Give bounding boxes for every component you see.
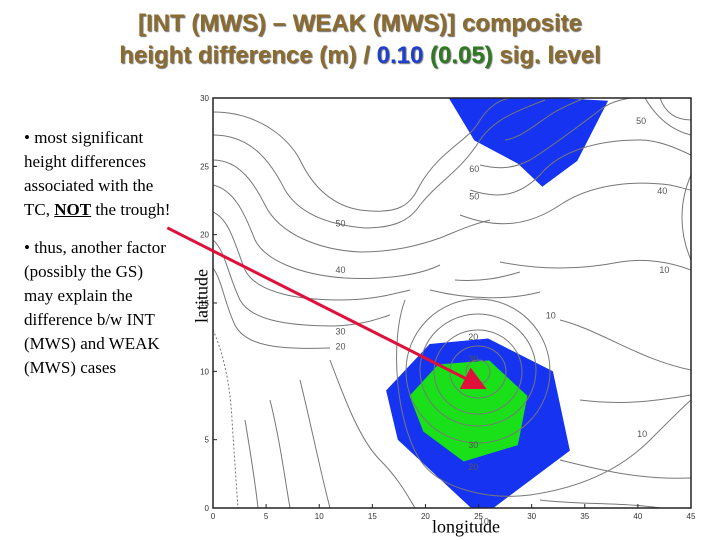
y-tick-label: 10 <box>200 367 209 376</box>
contour-line <box>213 239 391 327</box>
contour-line <box>213 99 546 229</box>
contour-label: 60 <box>469 164 479 174</box>
contour-label: 10 <box>546 310 556 320</box>
y-tick-label: 15 <box>200 299 209 308</box>
bullet-text: the trough! <box>91 200 171 219</box>
y-axis-ticks: 0 5 10 15 20 25 30 <box>200 94 217 513</box>
x-tick-label: 40 <box>633 512 642 521</box>
title-line-2: height difference (m) / 0.10 (0.05) sig.… <box>0 40 720 72</box>
contour-label: 10 <box>637 429 647 439</box>
x-tick-label: 35 <box>580 512 589 521</box>
contour-label: 20 <box>335 342 345 352</box>
chart-title: [INT (MWS) – WEAK (MWS)] composite heigh… <box>0 8 720 72</box>
contour-line <box>213 329 239 508</box>
contour-line <box>429 289 541 299</box>
x-axis-ticks: 0 5 10 15 20 25 30 35 40 45 <box>211 504 696 521</box>
contour-line <box>405 298 551 444</box>
x-tick-label: 0 <box>211 512 216 521</box>
bullet-item-tc: • most significant height differences as… <box>24 126 174 222</box>
contour-label: 10 <box>659 265 669 275</box>
contour-labels: 50 60 50 40 50 10 40 10 30 20 20 30 10 30 20 10 <box>335 116 669 526</box>
contour-line <box>213 267 331 349</box>
contour-label: 50 <box>636 116 646 126</box>
contour-label: 40 <box>657 186 667 196</box>
x-tick-label: 20 <box>421 512 430 521</box>
y-tick-label: 5 <box>205 436 210 445</box>
title-line-2-suffix: sig. level <box>492 42 601 69</box>
contour-line <box>449 345 507 399</box>
contour-line <box>659 98 691 121</box>
contour-label: 30 <box>468 440 478 450</box>
contour-line <box>644 98 691 136</box>
y-tick-label: 20 <box>200 231 209 240</box>
x-tick-label: 10 <box>315 512 324 521</box>
contour-line <box>479 98 631 169</box>
contour-line <box>579 394 691 403</box>
contour-line <box>469 139 691 196</box>
contour-line <box>433 329 523 415</box>
title-line-2-prefix: height difference (m) / <box>119 42 377 69</box>
contour-label: 50 <box>335 219 345 229</box>
contour-line <box>459 182 691 225</box>
sig-region-005 <box>409 360 528 462</box>
x-tick-label: 25 <box>474 512 483 521</box>
x-tick-label: 5 <box>264 512 269 521</box>
contour-label: 20 <box>468 332 478 342</box>
y-tick-label: 25 <box>200 162 209 171</box>
contour-line <box>681 174 691 261</box>
contour-line <box>396 299 691 497</box>
bullet-text: • most significant height differences as… <box>24 128 154 219</box>
contour-line <box>213 98 511 212</box>
contour-label: 20 <box>468 462 478 472</box>
y-tick-label: 30 <box>200 94 209 103</box>
significance-regions <box>386 98 609 508</box>
contour-line <box>244 419 259 508</box>
contour-label: 50 <box>469 191 479 201</box>
contour-line <box>454 271 521 281</box>
contour-line <box>269 399 291 508</box>
contour-label: 40 <box>335 265 345 275</box>
annotation-arrow <box>166 226 487 390</box>
sig-region-010 <box>448 98 609 187</box>
contour-line <box>419 313 537 427</box>
contour-line <box>329 359 416 508</box>
sig-level-005: (0.05) <box>429 42 493 69</box>
contour-line <box>213 211 411 301</box>
contour-label: 30 <box>468 354 478 364</box>
x-axis-label: longitude <box>432 516 500 537</box>
y-tick-label: 0 <box>205 504 210 513</box>
bullet-item-gs: • thus, another factor (possibly the GS)… <box>24 238 166 377</box>
contour-label: 30 <box>335 327 345 337</box>
bullet-emphasis: NOT <box>54 200 92 219</box>
contour-line <box>559 459 691 479</box>
contour-line <box>504 98 586 141</box>
contour-line <box>213 184 441 279</box>
contour-line <box>559 319 691 371</box>
contour-line <box>499 259 691 271</box>
sig-level-010: 0.10 <box>376 42 424 69</box>
contour-label: 10 <box>479 517 489 527</box>
x-tick-label: 45 <box>687 512 696 521</box>
contour-line <box>539 499 661 508</box>
bullet-list: • most significant height differences as… <box>24 126 174 394</box>
contour-line <box>299 379 331 508</box>
x-tick-label: 30 <box>527 512 536 521</box>
title-line-1: [INT (MWS) – WEAK (MWS)] composite <box>138 10 582 37</box>
y-axis-label: latitude <box>191 269 212 323</box>
x-tick-label: 15 <box>368 512 377 521</box>
contour-lines <box>213 98 691 508</box>
contour-line <box>213 159 491 253</box>
